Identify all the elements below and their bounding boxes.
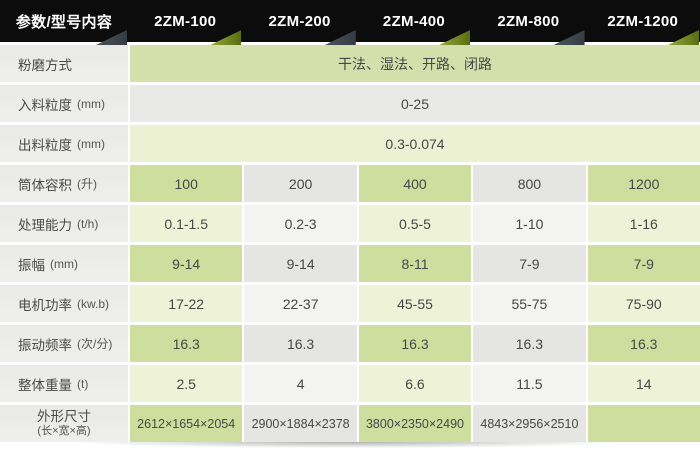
corner-triangle-icon — [210, 30, 242, 45]
value-cell: 17-22 — [130, 285, 243, 322]
row-label-text: 粉磨方式 — [18, 57, 72, 73]
row-label-text: 振动频率 — [18, 337, 72, 353]
row-label-text: 振幅 — [18, 257, 45, 273]
table-body: 粉磨方式 干法、湿法、开路、闭路入料粒度 (mm) 0-25 出料粒度 (mm) 0.3-0… — [0, 45, 700, 442]
column-header-2zm-100: 2ZM-100 — [128, 0, 242, 45]
row-label-unit: (升) — [77, 177, 97, 191]
row-label-unit: (t/h) — [77, 216, 99, 231]
value-cell: 100 — [130, 165, 243, 202]
row-label-text: 出料粒度 — [18, 137, 72, 153]
value-cell: 14 — [587, 365, 700, 402]
value-cell: 16.3 — [244, 325, 357, 362]
row-label: 振动频率 (次/分) — [0, 325, 128, 362]
value-cell: 22-37 — [244, 285, 357, 322]
row-label-text: 处理能力 — [18, 217, 72, 233]
value-cell: 8-11 — [358, 245, 472, 282]
row-label-text: 电机功率 — [18, 297, 72, 313]
column-header-2zm-800: 2ZM-800 — [471, 0, 585, 45]
row-label-unit: (kw.b) — [77, 296, 110, 311]
merged-value-cell: 干法、湿法、开路、闭路 — [130, 45, 700, 82]
table-row: 振幅 (mm) 9-14 9-14 8-11 7-9 7-9 — [0, 245, 700, 282]
row-label: 粉磨方式 — [0, 45, 128, 82]
value-cell: 400 — [358, 165, 472, 202]
corner-triangle-icon — [668, 30, 699, 45]
column-header-2zm-400: 2ZM-400 — [357, 0, 471, 45]
header-label: 2ZM-400 — [382, 12, 446, 30]
table-row: 出料粒度 (mm) 0.3-0.074 — [0, 125, 700, 162]
row-label-unit: (次/分) — [77, 337, 113, 351]
value-cell: 9-14 — [244, 245, 357, 282]
table-row: 入料粒度 (mm) 0-25 — [0, 85, 700, 122]
header-label: 2ZM-100 — [154, 12, 217, 30]
value-cell: 16.3 — [473, 325, 586, 362]
value-cell: 16.3 — [358, 325, 472, 362]
header-label: 参数/型号内容 — [15, 13, 113, 31]
value-cell: 2.5 — [130, 365, 243, 402]
row-label: 入料粒度 (mm) — [0, 85, 128, 122]
row-label: 振幅 (mm) — [0, 245, 128, 282]
value-cell: 9-14 — [130, 245, 243, 282]
row-label-unit: (mm) — [77, 96, 105, 111]
row-label: 出料粒度 (mm) — [0, 125, 128, 162]
table-header-row: 参数/型号内容 2ZM-100 2ZM-200 2ZM-400 2ZM-800 2ZM-1… — [0, 0, 700, 45]
header-label: 2ZM-1200 — [607, 12, 679, 30]
table-row: 振动频率 (次/分) 16.3 16.3 16.3 16.3 16.3 — [0, 325, 700, 362]
value-cell: 1200 — [587, 165, 700, 202]
column-header-2zm-200: 2ZM-200 — [242, 0, 356, 45]
header-label: 2ZM-800 — [497, 12, 560, 30]
table-row: 粉磨方式 干法、湿法、开路、闭路 — [0, 45, 700, 82]
row-label-unit: (长×宽×高) — [37, 424, 91, 437]
table-row: 处理能力 (t/h) 0.1-1.5 0.2-3 0.5-5 1-10 1-16 — [0, 205, 700, 242]
row-label-text: 外形尺寸 — [37, 409, 91, 425]
row-label-unit: (t) — [77, 376, 89, 391]
value-cell: 7-9 — [587, 245, 700, 282]
corner-triangle-icon — [96, 30, 127, 45]
row-label-unit: (mm) — [77, 136, 105, 151]
value-cell: 1-10 — [473, 205, 586, 242]
row-label-text: 筒体容积 — [18, 177, 72, 193]
corner-triangle-icon — [439, 30, 471, 45]
row-label: 外形尺寸 (长×宽×高) — [0, 405, 128, 442]
value-cell: 75-90 — [587, 285, 700, 322]
value-cell — [587, 405, 700, 442]
value-cell: 3800×2350×2490 — [358, 405, 472, 442]
table-row: 外形尺寸 (长×宽×高) 2612×1654×2054 2900×1884×2378 3… — [0, 405, 700, 442]
corner-triangle-icon — [553, 30, 585, 45]
value-cell: 0.2-3 — [244, 205, 357, 242]
value-cell: 800 — [473, 165, 586, 202]
row-label: 电机功率 (kw.b) — [0, 285, 128, 322]
value-cell: 16.3 — [587, 325, 700, 362]
row-label: 筒体容积 (升) — [0, 165, 128, 202]
row-label-unit: (mm) — [50, 256, 78, 271]
value-cell: 4 — [244, 365, 357, 402]
row-label: 处理能力 (t/h) — [0, 205, 128, 242]
value-cell: 45-55 — [358, 285, 472, 322]
table-row: 筒体容积 (升) 100 200 400 800 1200 — [0, 165, 700, 202]
value-cell: 1-16 — [587, 205, 700, 242]
table-bottom-shadow — [10, 442, 690, 450]
header-label: 2ZM-200 — [268, 12, 331, 30]
value-cell: 4843×2956×2510 — [473, 405, 586, 442]
row-label: 整体重量 (t) — [0, 365, 128, 402]
value-cell: 6.6 — [358, 365, 472, 402]
value-cell: 55-75 — [473, 285, 586, 322]
merged-value-cell: 0-25 — [130, 85, 700, 122]
row-label-text: 整体重量 — [18, 377, 72, 393]
value-cell: 200 — [244, 165, 357, 202]
corner-triangle-icon — [324, 30, 356, 45]
value-cell: 2612×1654×2054 — [130, 405, 243, 442]
column-header-2zm-1200: 2ZM-1200 — [586, 0, 700, 45]
table-row: 整体重量 (t) 2.5 4 6.6 11.5 14 — [0, 365, 700, 402]
params-model-header-cell: 参数/型号内容 — [0, 0, 128, 45]
value-cell: 16.3 — [130, 325, 243, 362]
value-cell: 0.1-1.5 — [130, 205, 243, 242]
value-cell: 0.5-5 — [358, 205, 472, 242]
merged-value-cell: 0.3-0.074 — [130, 125, 700, 162]
table-row: 电机功率 (kw.b) 17-22 22-37 45-55 55-75 75-90 — [0, 285, 700, 322]
row-label-text: 入料粒度 — [18, 97, 72, 113]
value-cell: 2900×1884×2378 — [244, 405, 357, 442]
value-cell: 11.5 — [473, 365, 586, 402]
value-cell: 7-9 — [473, 245, 586, 282]
